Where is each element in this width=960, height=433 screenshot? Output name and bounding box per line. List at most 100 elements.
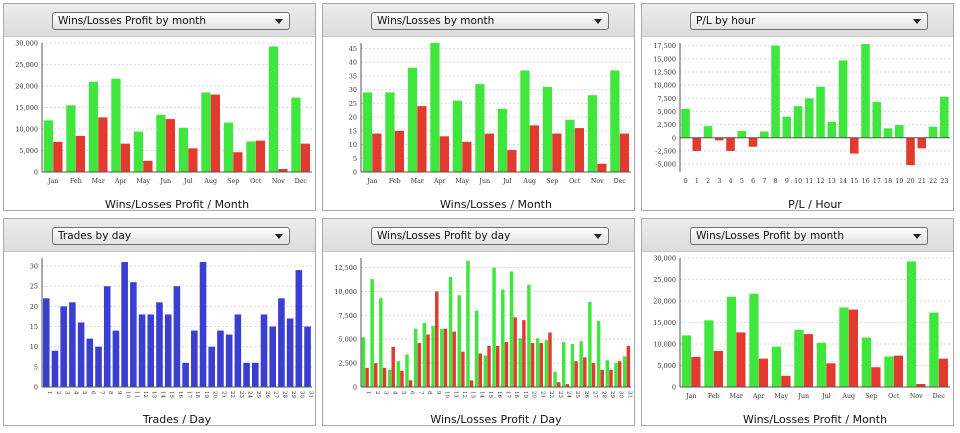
- dropdown-label: Wins/Losses by month: [377, 15, 495, 27]
- bar: [509, 271, 514, 387]
- x-tick-label: 7: [417, 391, 423, 395]
- y-tick-label: 2,500: [338, 360, 357, 368]
- bar: [77, 322, 85, 387]
- bar: [233, 152, 243, 172]
- x-tick-label: 12: [142, 391, 148, 398]
- bar: [574, 128, 584, 172]
- x-tick-label: Jan: [685, 393, 696, 400]
- y-tick-label: 10,000: [653, 82, 676, 90]
- x-tick-label: 2: [706, 178, 710, 185]
- bar: [75, 135, 85, 172]
- bar: [574, 361, 578, 387]
- x-tick-label: 6: [90, 391, 96, 395]
- panel-header: Wins/Losses Profit by month: [642, 219, 953, 252]
- y-tick-label: 25: [30, 283, 38, 291]
- y-tick-label: 0: [34, 384, 38, 392]
- x-tick-label: 6: [751, 178, 755, 185]
- bar: [462, 141, 472, 172]
- bar: [587, 95, 598, 172]
- y-tick-label: 0: [34, 169, 38, 177]
- y-tick-label: 5,000: [19, 147, 38, 155]
- chart-area: 0 5 10 15 20 25 30 35 40 45 Jan Feb Mar Apr May Jun Jul A…: [349, 43, 631, 211]
- bar: [42, 298, 50, 387]
- x-tick-label: 19: [203, 391, 209, 398]
- bar: [619, 133, 629, 172]
- x-tick-label: 21: [220, 391, 226, 398]
- x-tick-label: 20: [907, 178, 915, 185]
- x-tick-label: 17: [873, 178, 881, 185]
- bar: [255, 140, 265, 172]
- bar: [622, 356, 627, 387]
- bar: [861, 44, 870, 138]
- chart-select-dropdown[interactable]: Wins/Losses Profit by month: [52, 12, 290, 30]
- bar: [692, 137, 702, 151]
- chart-select-dropdown[interactable]: Wins/Losses Profit by month: [690, 227, 928, 245]
- bar: [475, 84, 485, 172]
- bar: [408, 380, 413, 387]
- bar: [260, 314, 268, 387]
- chevron-down-icon: [275, 234, 283, 239]
- x-tick-label: 18: [513, 391, 519, 398]
- bar: [60, 306, 67, 387]
- chart-select-dropdown[interactable]: Trades by day: [52, 227, 290, 245]
- x-tick-label: 8: [774, 178, 778, 185]
- x-tick-label: Dec: [295, 178, 308, 185]
- bar: [234, 314, 242, 387]
- bar: [771, 45, 780, 138]
- y-tick-label: 0: [672, 134, 676, 142]
- bar: [295, 270, 303, 387]
- bar: [361, 337, 366, 387]
- bar: [565, 119, 575, 172]
- bar: [726, 296, 737, 387]
- x-tick-label: Apr: [114, 178, 128, 185]
- bar: [759, 131, 769, 138]
- x-tick-label: 23: [557, 391, 563, 398]
- x-tick-label: May: [136, 178, 150, 185]
- x-tick-label: 17: [186, 391, 192, 398]
- bar: [600, 369, 604, 387]
- x-tick-label: 5: [81, 391, 87, 395]
- y-tick-label: 10,000: [653, 341, 676, 349]
- chart-select-dropdown[interactable]: Wins/Losses Profit by day: [371, 227, 609, 245]
- bar: [610, 70, 620, 172]
- y-tick-label: 15,000: [653, 319, 676, 327]
- bar: [906, 137, 915, 166]
- bar: [713, 350, 723, 387]
- bar: [382, 367, 387, 387]
- x-tick-label: 15: [487, 391, 493, 398]
- y-tick-label: 30: [30, 263, 38, 271]
- x-tick-label: 29: [609, 391, 615, 398]
- bar: [448, 277, 453, 387]
- bar: [588, 301, 592, 387]
- x-tick-label: 28: [600, 391, 606, 398]
- x-tick-label: 31: [307, 391, 313, 398]
- x-tick-label: 30: [299, 391, 305, 398]
- chart-select-dropdown[interactable]: Wins/Losses by month: [371, 12, 609, 30]
- chart-panel-pl-by-hour: P/L by hour -5,000 -2,500 0 2,500 5,000 7,500…: [641, 3, 954, 211]
- bar: [681, 108, 690, 138]
- bar: [391, 346, 395, 387]
- bar: [871, 367, 881, 387]
- bar: [501, 289, 505, 387]
- bar: [246, 141, 256, 172]
- bar: [474, 310, 479, 387]
- y-tick-label: 45: [349, 45, 357, 53]
- bar: [422, 322, 427, 387]
- bar: [794, 329, 804, 387]
- y-tick-label: 17,500: [653, 42, 676, 50]
- bar: [426, 334, 430, 387]
- bar: [548, 332, 552, 387]
- chart-select-dropdown[interactable]: P/L by hour: [690, 12, 928, 30]
- x-tick-label: 19: [895, 178, 903, 185]
- x-tick-label: Mar: [730, 393, 744, 400]
- x-tick-label: Jun: [797, 393, 809, 400]
- bar: [452, 100, 463, 172]
- bar: [562, 342, 566, 387]
- panel-header: Wins/Losses Profit by day: [323, 219, 634, 252]
- y-tick-label: 5: [34, 363, 38, 371]
- bar: [861, 337, 872, 387]
- x-tick-label: 22: [929, 178, 937, 185]
- bar: [400, 370, 404, 387]
- x-tick-label: Mar: [411, 178, 425, 185]
- x-tick-label: Nov: [591, 178, 604, 185]
